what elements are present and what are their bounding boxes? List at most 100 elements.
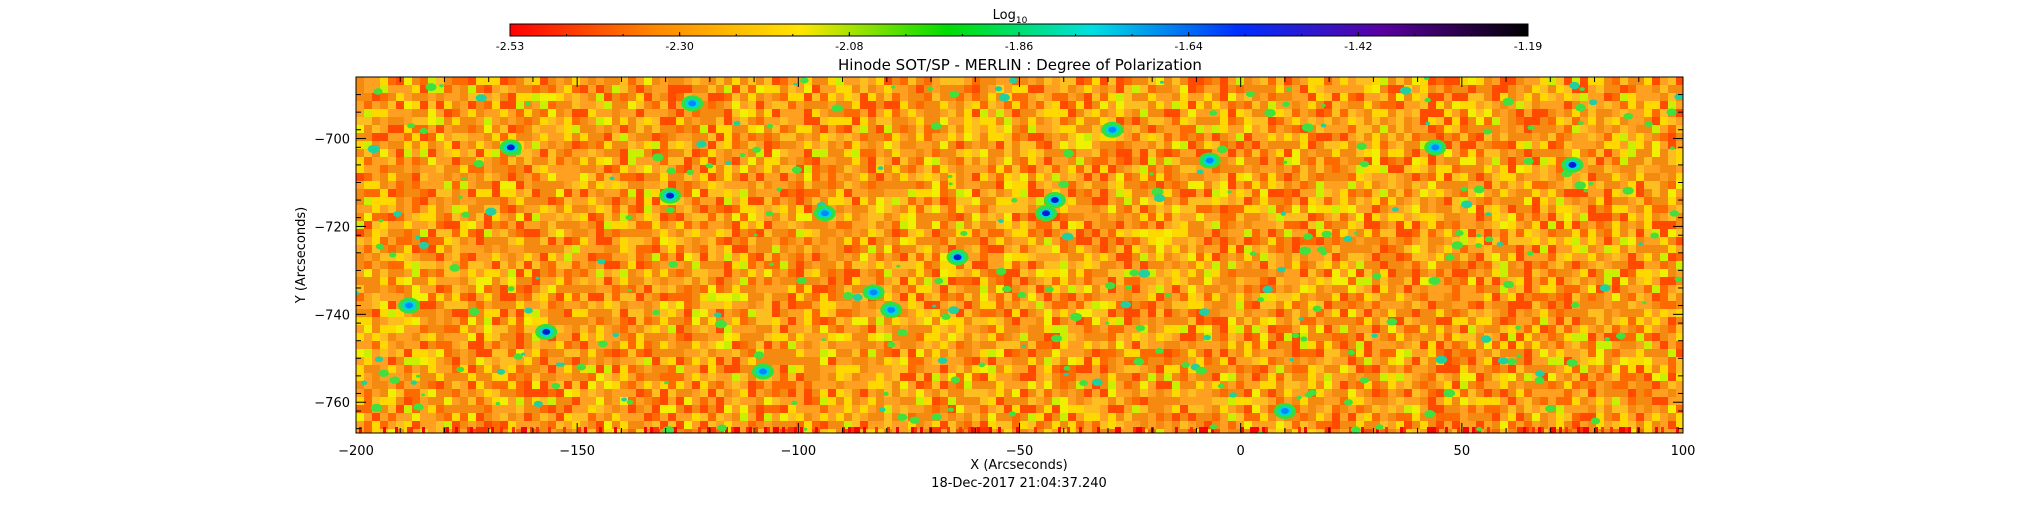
heatmap-cell	[612, 189, 620, 197]
heatmap-cell	[1156, 245, 1164, 253]
heatmap-cell	[876, 117, 884, 125]
heatmap-cell	[1228, 293, 1236, 301]
heatmap-cell	[1452, 309, 1460, 317]
heatmap-cell	[1524, 189, 1532, 197]
heatmap-cell	[1172, 221, 1180, 229]
heatmap-cell	[1300, 101, 1308, 109]
heatmap-cell	[1460, 229, 1468, 237]
heatmap-cell	[804, 149, 812, 157]
heatmap-cell	[996, 253, 1004, 261]
heatmap-cell	[892, 245, 900, 253]
heatmap-cell	[492, 309, 500, 317]
heatmap-cell	[1516, 245, 1524, 253]
heatmap-cell	[1548, 77, 1556, 85]
heatmap-cell	[620, 173, 628, 181]
heatmap-cell	[700, 173, 708, 181]
heatmap-cell	[1380, 285, 1388, 293]
heatmap-cell	[404, 85, 412, 93]
heatmap-cell	[708, 293, 716, 301]
heatmap-cell	[916, 237, 924, 245]
heatmap-cell	[1164, 117, 1172, 125]
heatmap-cell	[812, 245, 820, 253]
heatmap-cell	[860, 117, 868, 125]
heatmap-cell	[1556, 245, 1564, 253]
heatmap-cell	[516, 309, 524, 317]
heatmap-cell	[1220, 269, 1228, 277]
heatmap-cell	[1500, 277, 1508, 285]
heatmap-cell	[364, 109, 372, 117]
heatmap-cell	[1156, 221, 1164, 229]
heatmap-cell	[620, 293, 628, 301]
heatmap-cell	[516, 109, 524, 117]
heatmap-cell	[1212, 229, 1220, 237]
heatmap-cell	[996, 189, 1004, 197]
heatmap-cell	[412, 237, 420, 245]
heatmap-cell	[900, 101, 908, 109]
heatmap-cell	[1300, 221, 1308, 229]
heatmap-cell	[1276, 117, 1284, 125]
heatmap-cell	[876, 205, 884, 213]
heatmap-cell	[596, 253, 604, 261]
heatmap-cell	[588, 205, 596, 213]
heatmap-cell	[420, 237, 428, 245]
heatmap-cell	[1660, 285, 1668, 293]
heatmap-cell	[1068, 221, 1076, 229]
heatmap-cell	[1668, 269, 1676, 277]
heatmap-cell	[940, 309, 948, 317]
heatmap-cell	[524, 285, 532, 293]
heatmap-cell	[828, 101, 836, 109]
heatmap-cell	[644, 181, 652, 189]
heatmap-cell	[1148, 285, 1156, 293]
heatmap-cell	[1556, 285, 1564, 293]
heatmap-cell	[1052, 285, 1060, 293]
heatmap-cell	[772, 101, 780, 109]
heatmap-cell	[1652, 293, 1660, 301]
heatmap-cell	[604, 213, 612, 221]
heatmap-cell	[1220, 309, 1228, 317]
heatmap-cell	[1292, 125, 1300, 133]
heatmap-cell	[388, 77, 396, 85]
heatmap-cell	[1420, 77, 1428, 85]
heatmap-cell	[644, 157, 652, 165]
heatmap-cell	[708, 125, 716, 133]
heatmap-cell	[628, 261, 636, 269]
heatmap-cell	[1540, 277, 1548, 285]
heatmap-cell	[684, 125, 692, 133]
heatmap-cell	[868, 189, 876, 197]
heatmap-cell	[1468, 149, 1476, 157]
heatmap-cell	[1044, 85, 1052, 93]
heatmap-cell	[612, 237, 620, 245]
heatmap-cell	[1212, 93, 1220, 101]
heatmap-cell	[1292, 101, 1300, 109]
heatmap-cell	[1388, 213, 1396, 221]
heatmap-cell	[1300, 181, 1308, 189]
heatmap-cell	[1388, 205, 1396, 213]
heatmap-cell	[380, 181, 388, 189]
heatmap-cell	[1324, 149, 1332, 157]
heatmap-cell	[796, 77, 804, 85]
heatmap-cell	[716, 125, 724, 133]
heatmap-cell	[1300, 189, 1308, 197]
heatmap-cell	[1652, 261, 1660, 269]
heatmap-cell	[972, 141, 980, 149]
heatmap-cell	[1524, 117, 1532, 125]
heatmap-cell	[956, 133, 964, 141]
heatmap-cell	[1492, 133, 1500, 141]
heatmap-cell	[1284, 301, 1292, 309]
heatmap-cell	[1172, 173, 1180, 181]
heatmap-cell	[828, 117, 836, 125]
heatmap-cell	[740, 149, 748, 157]
heatmap-cell	[1148, 157, 1156, 165]
heatmap-cell	[460, 101, 468, 109]
heatmap-cell	[1124, 309, 1132, 317]
heatmap-cell	[908, 133, 916, 141]
heatmap-cell	[444, 205, 452, 213]
heatmap-cell	[1412, 141, 1420, 149]
heatmap-cell	[388, 309, 396, 317]
heatmap-cell	[1084, 253, 1092, 261]
heatmap-cell	[724, 189, 732, 197]
heatmap-cell	[548, 93, 556, 101]
heatmap-cell	[692, 85, 700, 93]
heatmap-cell	[652, 189, 660, 197]
heatmap-cell	[1292, 173, 1300, 181]
